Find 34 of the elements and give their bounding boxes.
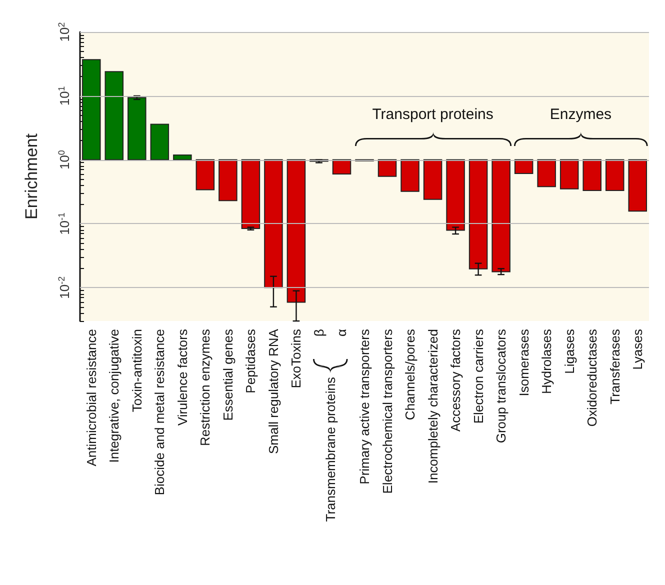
- x-tick-label: Accessory factors: [448, 328, 464, 432]
- x-tick-label: ExoToxins: [288, 328, 304, 388]
- x-tick-label: Biocide and metal resistance: [152, 329, 168, 496]
- x-tick-label: Essential genes: [220, 328, 236, 421]
- x-tick-label: Electron carriers: [470, 328, 486, 424]
- x-tick-label: Incompletely characterized: [425, 329, 440, 484]
- y-tick-label: 100: [56, 150, 72, 170]
- y-tick-label: 102: [56, 22, 72, 42]
- x-tick-label: Primary active transporters: [357, 328, 372, 484]
- x-tick-label: Integrative, conjugative: [106, 329, 122, 463]
- x-tick-label: Channels/pores: [402, 328, 418, 420]
- x-tick-label: Virulence factors: [174, 328, 190, 426]
- x-tick-label: Electrochemical transporters: [380, 328, 395, 494]
- y-tick-label: 10-2: [56, 276, 72, 299]
- y-tick-label: 10-1: [56, 212, 72, 235]
- x-tick-label: Group translocators: [494, 328, 509, 444]
- y-tick-label: 101: [56, 86, 72, 106]
- x-tick-label: Oxidoreductases: [584, 328, 600, 427]
- x-tick-label: Lyases: [630, 328, 646, 370]
- x-tick-label: Restriction enzymes: [198, 328, 213, 446]
- annotation: Enzymes: [550, 106, 612, 123]
- x-tick-label: Peptidases: [243, 328, 258, 394]
- x-tick-label: α: [334, 328, 350, 337]
- annotation: Transport proteins: [372, 106, 494, 123]
- x-tick-label: Toxin-antitoxin: [129, 329, 144, 412]
- y-axis-title: Enrichment: [22, 133, 41, 220]
- x-tick-label: Transferases: [607, 328, 622, 404]
- x-tick-label: Antimicrobial resistance: [84, 329, 99, 466]
- x-tick-label: Isomerases: [516, 328, 532, 396]
- x-tick-label: Small regulatory RNA: [266, 328, 281, 454]
- x-tick-label: Ligases: [562, 328, 577, 374]
- text: Transmembrane proteins: [322, 376, 338, 522]
- x-tick-label: Hydrolases: [539, 328, 554, 394]
- x-tick-label: β: [311, 329, 326, 336]
